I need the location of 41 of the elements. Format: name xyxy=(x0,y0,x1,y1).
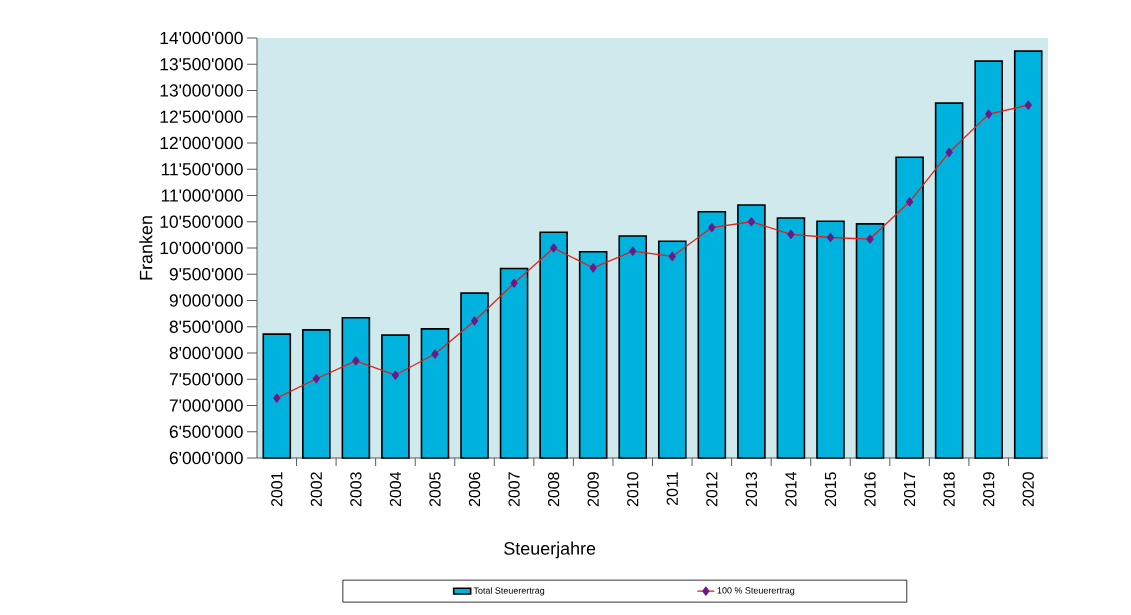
y-tick-label: 11'000'000 xyxy=(161,189,243,202)
x-tick-label: 2017 xyxy=(903,472,916,507)
x-tick-label: 2016 xyxy=(864,472,876,507)
y-tick-label: 6'500'000 xyxy=(169,425,243,438)
x-tick-label: 2003 xyxy=(350,472,362,507)
x-tick-label: 2006 xyxy=(468,472,481,507)
x-tick-label: 2014 xyxy=(785,472,797,507)
y-tick-label: 8'500'000 xyxy=(169,320,243,333)
x-tick-label: 2007 xyxy=(508,472,520,507)
y-tick-label: 10'500'000 xyxy=(160,215,243,228)
y-tick-label: 14'000'000 xyxy=(160,31,243,45)
y-tick-label: 9'000'000 xyxy=(169,294,243,307)
y-tick-label: 12'000'000 xyxy=(160,136,243,150)
y-tick-label: 7'500'000 xyxy=(169,373,243,386)
x-tick-label: 2019 xyxy=(983,472,995,507)
x-axis-title: Steuerjahre xyxy=(504,541,596,559)
x-tick-label: 2002 xyxy=(310,472,322,507)
x-tick-label: 2005 xyxy=(429,472,441,507)
x-tick-label: 2009 xyxy=(587,472,599,507)
x-tick-label: 2001 xyxy=(271,472,283,507)
y-tick-label: 8'000'000 xyxy=(169,346,243,360)
x-tick-label: 2018 xyxy=(943,472,955,507)
x-tick-label: 2011 xyxy=(666,472,678,505)
y-tick-label: 6'000'000 xyxy=(169,451,243,465)
legend-label: Total Steuerertrag xyxy=(473,587,545,596)
x-tick-label: 2012 xyxy=(706,472,718,507)
x-tick-label: 2010 xyxy=(627,472,639,507)
y-tick-label: 12'500'000 xyxy=(160,110,243,123)
x-tick-label: 2020 xyxy=(1022,472,1034,507)
y-axis-title: Franken xyxy=(139,216,153,280)
y-tick-label: 13'500'000 xyxy=(160,58,243,71)
y-tick-label: 13'000'000 xyxy=(160,84,243,97)
x-tick-label: 2015 xyxy=(824,472,837,507)
y-tick-label: 11'500'000 xyxy=(161,163,243,176)
legend-label: 100 % Steuerertrag xyxy=(717,587,795,596)
x-tick-label: 2004 xyxy=(389,472,402,507)
y-tick-label: 9'500'000 xyxy=(169,268,243,281)
x-tick-label: 2013 xyxy=(745,472,758,507)
x-tick-label: 2008 xyxy=(547,472,560,507)
y-tick-label: 10'000'000 xyxy=(160,241,243,255)
y-tick-label: 7'000'000 xyxy=(169,399,243,412)
